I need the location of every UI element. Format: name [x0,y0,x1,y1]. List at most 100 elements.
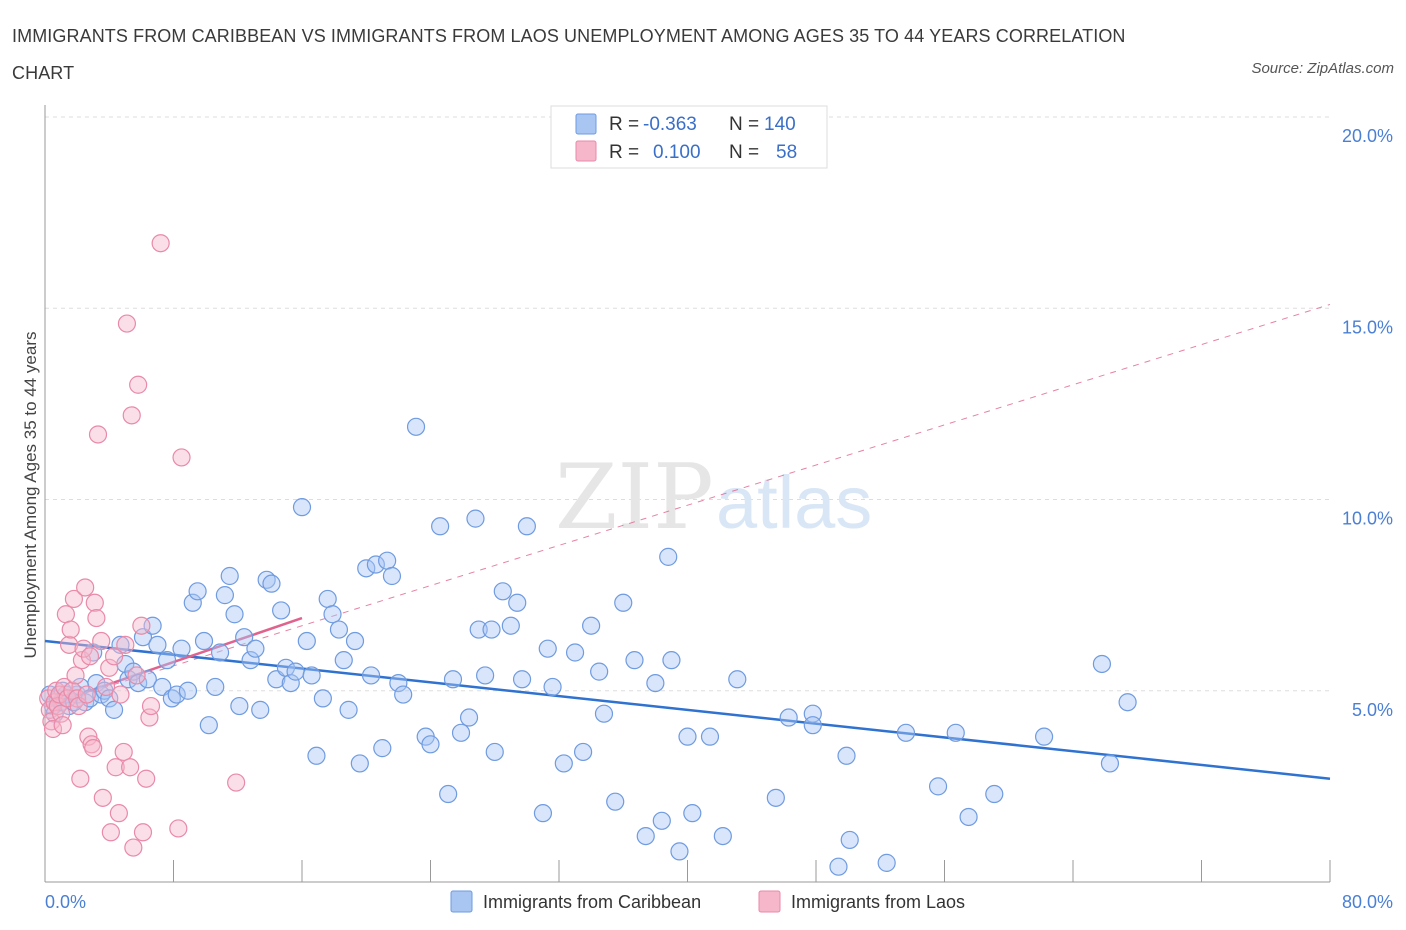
point-caribbean [508,593,527,612]
x-tick-label-min: 0.0% [45,892,86,912]
point-caribbean [100,689,119,708]
point-caribbean [606,792,625,811]
point-caribbean [297,631,316,651]
point-caribbean [582,616,601,635]
point-laos [84,739,103,758]
point-caribbean [803,716,822,735]
point-laos [116,635,135,654]
point-caribbean [985,784,1004,804]
point-caribbean [485,742,504,762]
point-caribbean [357,559,376,578]
point-laos [96,677,116,697]
point-laos [137,769,156,788]
legend-r-label: R = [609,142,639,163]
bottom-legend-caribbean: Immigrants from Caribbean [483,892,701,912]
point-caribbean [573,742,593,762]
point-caribbean [111,635,130,654]
point-laos [51,704,71,723]
gridlines [45,116,1330,692]
point-caribbean [167,685,186,704]
point-laos [169,819,188,838]
bottom-legend-laos: Immigrants from Laos [791,892,965,912]
point-caribbean [307,746,326,765]
point-caribbean [246,639,265,658]
point-laos [109,804,128,823]
chart-title: IMMIGRANTS FROM CARIBBEAN VS IMMIGRANTS … [12,26,1126,83]
point-laos [172,448,191,467]
point-caribbean [241,651,260,670]
point-caribbean [178,681,198,700]
point-caribbean [1118,693,1137,712]
point-caribbean [896,723,916,742]
point-caribbean [493,582,512,601]
point-caribbean [334,651,353,670]
point-laos [43,719,63,739]
point-caribbean [670,842,689,861]
point-laos [101,823,120,842]
point-caribbean [482,620,501,639]
point-caribbean [459,708,479,727]
point-caribbean [614,593,633,612]
point-laos [87,608,106,628]
point-caribbean [512,670,532,689]
point-laos [127,666,146,685]
point-caribbean [538,639,557,658]
point-caribbean [361,666,381,685]
point-caribbean [104,700,124,719]
trend-line-laos-extended [44,303,1331,707]
point-laos [141,696,161,716]
point-caribbean [625,651,644,670]
point-caribbean [199,716,218,735]
point-caribbean [928,777,948,796]
watermark-zip: ZIP [555,445,714,550]
legend-r-laos: 0.100 [653,142,701,163]
point-caribbean [251,700,270,719]
point-caribbean [466,509,485,528]
point-caribbean [713,826,732,846]
point-caribbean [683,804,702,823]
point-caribbean [406,417,426,436]
point-laos [121,758,140,777]
point-caribbean [129,673,148,693]
point-laos [68,689,87,708]
point-laos [42,712,61,731]
point-caribbean [652,811,671,830]
bottom-legend-swatch-laos [758,890,781,913]
point-laos [129,375,148,394]
point-caribbean [183,593,202,612]
point-laos [64,589,84,609]
watermark-atlas: atlas [716,461,872,544]
point-caribbean [840,830,859,850]
point-caribbean [533,804,553,823]
point-laos [133,823,153,842]
point-caribbean [318,589,337,609]
y-tick-label: 15.0% [1342,317,1393,337]
point-laos [77,685,96,704]
point-caribbean [339,700,358,719]
point-caribbean [565,643,585,662]
source-label: Source: ZipAtlas.com [1251,60,1394,77]
point-laos [80,647,100,666]
point-caribbean [378,551,397,570]
point-caribbean [421,735,440,754]
legend-r-caribbean: -0.363 [643,114,697,135]
point-caribbean [286,662,305,681]
point-caribbean [829,857,848,876]
point-caribbean [220,566,239,586]
point-laos [227,773,246,792]
point-caribbean [469,620,488,639]
trend-line-caribbean [44,639,1331,780]
point-caribbean [394,685,413,704]
point-caribbean [188,582,207,601]
point-laos [124,838,143,857]
x-tick-label-max: 80.0% [1342,892,1393,912]
point-laos [56,605,75,624]
point-caribbean [678,727,697,746]
y-axis-title: Unemployment Among Ages 35 to 44 years [21,332,40,659]
point-laos [140,708,159,727]
point-caribbean [313,689,332,708]
legend-r-label: R = [609,114,639,135]
point-caribbean [543,677,562,697]
point-caribbean [323,605,342,624]
point-laos [61,620,80,639]
